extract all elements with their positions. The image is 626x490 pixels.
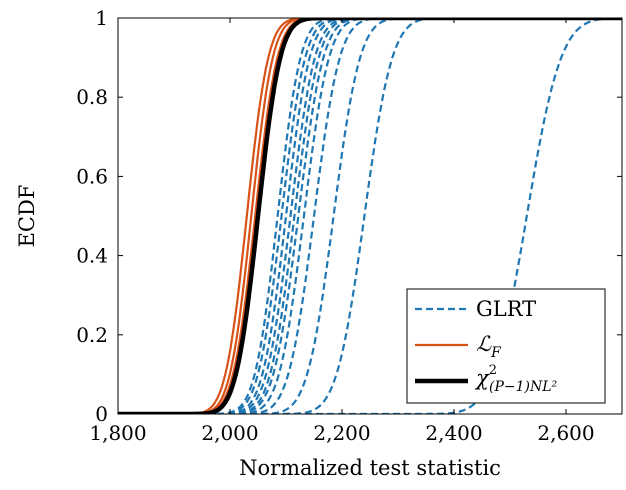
y-tick-label-4: 0.8 [76, 85, 108, 109]
x-tick-label-1: 2,000 [201, 421, 258, 445]
y-tick-label-1: 0.2 [76, 323, 108, 347]
series-0-curve-9 [118, 18, 622, 414]
x-tick-label-3: 2,400 [425, 421, 482, 445]
y-tick-label-5: 1 [95, 6, 108, 30]
y-tick-label-2: 0.4 [76, 244, 108, 268]
plot-frame [117, 17, 623, 415]
y-tick-label-0: 0 [95, 402, 108, 426]
x-tick-label-2: 2,200 [313, 421, 370, 445]
x-tick-label-4: 2,600 [537, 421, 594, 445]
x-tick-label-0: 1,800 [89, 421, 146, 445]
x-axis-label: Normalized test statistic [239, 456, 501, 480]
y-tick-label-3: 0.6 [76, 164, 108, 188]
ticks-layer: 1,800 2,000 2,200 2,400 2,600 0 0.2 0.4 0.6 0.8 1 [76, 6, 622, 445]
legend-glrt-label: GLRT [476, 297, 536, 321]
legend: GLRT ℒF χ2 (P−1)NL² [406, 288, 606, 404]
y-axis-label: ECDF [15, 185, 39, 248]
legend-chi2-label: χ2 (P−1)NL² [474, 363, 558, 395]
series-0-curve-10 [118, 18, 622, 414]
